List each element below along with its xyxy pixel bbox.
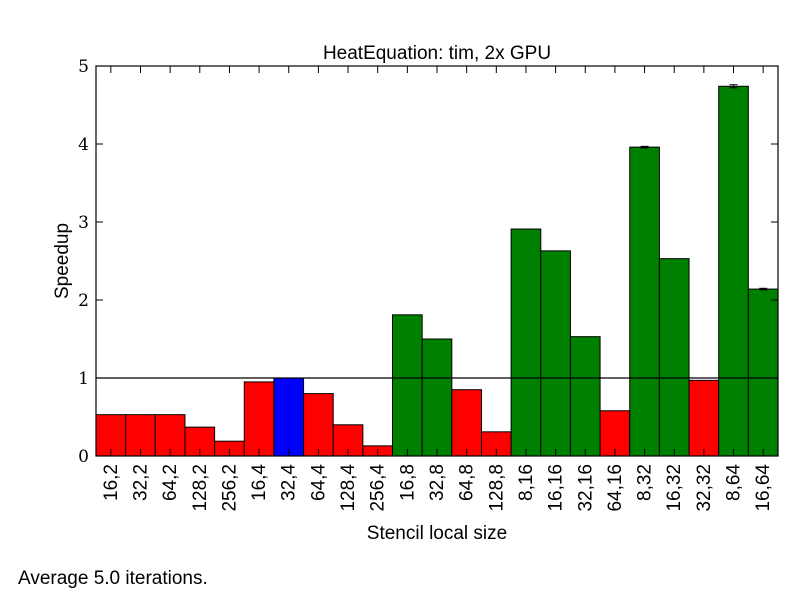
bar-16-16 (540, 250, 571, 457)
bar-16-32 (658, 258, 690, 457)
bar-64-8 (451, 389, 482, 457)
x-tick-label: 32,8 (427, 464, 448, 501)
plot-area: 0 1 2 3 4 5 16,2 32,2 64,2 128,2 256,2 16,4 32,4 64,4… (78, 57, 779, 512)
y-tick-label: 2 (78, 291, 89, 311)
bar-32-32 (688, 379, 720, 457)
x-tick-label: 64,2 (160, 464, 181, 501)
x-tick-label: 16,2 (101, 464, 122, 501)
x-tick-label: 16,4 (249, 464, 270, 501)
bar-8-16 (510, 228, 542, 457)
bar-32-4 (273, 377, 305, 457)
bar-32-8 (421, 338, 453, 457)
x-tick-label: 32,2 (130, 464, 151, 501)
bar-16-64 (747, 288, 779, 457)
x-axis-label: Stencil local size (367, 523, 507, 544)
x-tick-label: 32,32 (694, 464, 715, 512)
y-axis-label: Speedup (52, 223, 73, 299)
x-tick-label: 32,4 (279, 464, 300, 501)
bar-64-4 (303, 393, 334, 457)
bar-8-64 (718, 85, 749, 457)
y-tick-label: 0 (78, 447, 89, 467)
iterations-footnote: Average 5.0 iterations. (18, 568, 208, 589)
x-tick-label: 8,32 (635, 464, 656, 501)
x-tick-label: 64,4 (308, 464, 329, 501)
y-tick-label: 4 (78, 135, 89, 155)
bar-16-4 (243, 381, 275, 457)
x-tick-label: 64,16 (605, 464, 626, 512)
y-tick-label: 3 (78, 213, 89, 233)
x-tick-label: 16,8 (397, 464, 418, 501)
bar-32-16 (569, 336, 601, 457)
bar-16-8 (392, 314, 423, 457)
chart-title: HeatEquation: tim, 2x GPU (323, 43, 551, 64)
x-tick-label: 16,32 (664, 464, 685, 512)
x-tick-label: 16,16 (546, 464, 567, 512)
x-tick-label: 64,8 (457, 464, 478, 501)
x-tick-label: 128,4 (338, 464, 359, 512)
y-tick-label: 5 (78, 57, 89, 77)
x-tick-label: 128,8 (486, 464, 507, 512)
x-tick-label: 256,2 (219, 464, 240, 512)
x-tick-label: 8,64 (724, 464, 745, 501)
x-tick-label: 8,16 (516, 464, 537, 501)
y-tick-label: 1 (78, 369, 89, 389)
x-tick-label: 256,4 (368, 464, 389, 512)
x-tick-label: 128,2 (190, 464, 211, 512)
x-tick-label: 16,64 (753, 464, 774, 512)
bar-8-32 (629, 146, 660, 457)
x-tick-label: 32,16 (575, 464, 596, 512)
